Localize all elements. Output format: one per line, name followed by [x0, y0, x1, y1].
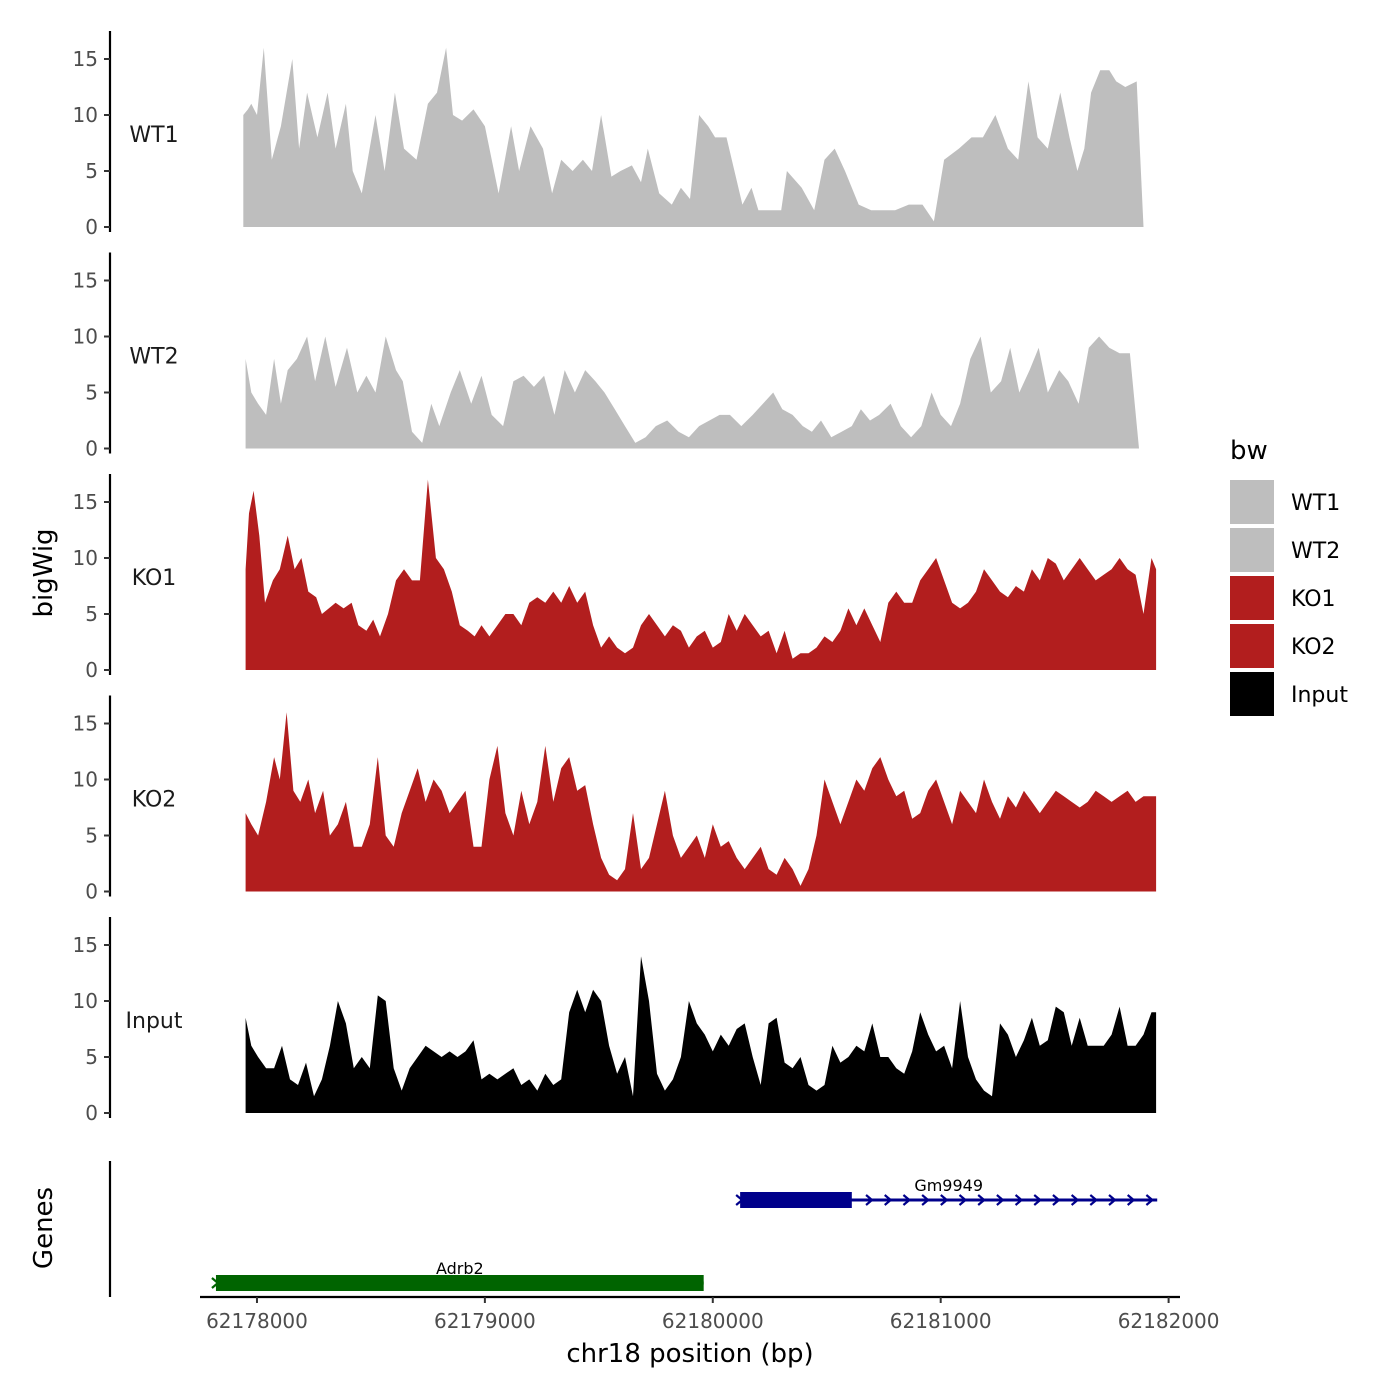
legend-swatch [1230, 624, 1274, 668]
y-tick-label: 0 [85, 215, 98, 239]
legend-label: KO2 [1291, 635, 1336, 660]
y-axis-title: bigWig [29, 528, 59, 617]
y-tick-label: 10 [73, 103, 98, 127]
area-wt1 [243, 47, 1158, 227]
legend-label: KO1 [1291, 587, 1336, 612]
legend-item-ko2: KO2 [1230, 624, 1336, 668]
legend-keys: WT1 WT2 KO1 KO2 Input [1230, 480, 1348, 716]
strand-arrow [977, 1194, 986, 1206]
track-label: KO2 [132, 788, 177, 813]
legend-item-wt2: WT2 [1230, 528, 1340, 572]
strand-arrow [1089, 1194, 1099, 1206]
track-label: WT1 [129, 123, 178, 148]
x-tick-label: 62180000 [662, 1309, 764, 1333]
gene-exon [215, 1275, 704, 1291]
y-tick-label: 5 [85, 1045, 98, 1069]
strand-arrow [1052, 1194, 1061, 1206]
legend-item-ko1: KO1 [1230, 576, 1336, 620]
legend-label: Input [1291, 683, 1348, 708]
y-tick-label: 5 [85, 159, 98, 183]
y-tick-label: 10 [73, 325, 98, 349]
track-ko2: 0 5 10 15 KO2 [73, 695, 1157, 904]
y-tick-label: 15 [73, 47, 98, 71]
strand-arrow [1145, 1194, 1155, 1206]
legend-swatch [1230, 480, 1274, 524]
genes-axis-title: Genes [29, 1187, 59, 1269]
y-tick-label: 15 [73, 933, 98, 957]
strand-arrow [921, 1194, 930, 1206]
track-label: Input [126, 1009, 183, 1034]
legend-item-wt1: WT1 [1230, 480, 1340, 524]
y-tick-label: 5 [85, 824, 98, 848]
strand-arrow [1108, 1194, 1117, 1206]
strand-arrow [1033, 1194, 1042, 1206]
area-input [245, 956, 1157, 1113]
x-tick-label: 62181000 [890, 1309, 992, 1333]
strand-arrow [1126, 1194, 1136, 1206]
x-tick-label: 62179000 [434, 1309, 536, 1333]
y-tick-label: 0 [85, 1101, 98, 1125]
strand-arrow [884, 1194, 893, 1206]
genes-panel: Adrb2 Gm9949 [108, 1161, 1158, 1297]
legend-swatch [1230, 576, 1274, 620]
gene-adrb2: Adrb2 [211, 1259, 704, 1291]
y-tick-label: 15 [73, 712, 98, 736]
legend-title: bw [1230, 436, 1268, 466]
gene-label: Gm9949 [914, 1176, 983, 1195]
x-tick-label: 62182000 [1118, 1309, 1220, 1333]
y-tick-label: 0 [85, 437, 98, 461]
track-ko1: 0 5 10 15 KO1 [73, 474, 1157, 682]
y-tick-label: 5 [85, 602, 98, 626]
legend-swatch [1230, 528, 1274, 572]
y-tick-label: 10 [73, 768, 98, 792]
legend-item-input: Input [1230, 672, 1348, 716]
y-tick-label: 10 [73, 546, 98, 570]
strand-arrow [958, 1194, 968, 1206]
gene-label: Adrb2 [436, 1259, 484, 1278]
track-wt1: 0 5 10 15 WT1 [73, 31, 1158, 239]
strand-arrow [940, 1194, 949, 1206]
x-tick-label: 62178000 [206, 1309, 308, 1333]
y-tick-label: 10 [73, 989, 98, 1013]
legend: bw WT1 WT2 KO1 KO2 Input [1230, 436, 1348, 716]
strand-arrow [1070, 1194, 1080, 1206]
y-tick-label: 0 [85, 658, 98, 682]
legend-label: WT1 [1291, 491, 1340, 516]
track-panels: 0 5 10 15 WT1 0 5 10 15 WT2 0 5 10 15 KO1 0 5 10 15 KO2 0 5 10… [73, 31, 1158, 1125]
x-axis: 62178000 62179000 62180000 62181000 62182000 [200, 1295, 1220, 1333]
y-tick-label: 0 [85, 880, 98, 904]
gene-exon [740, 1192, 852, 1208]
track-label: KO1 [132, 566, 177, 591]
y-tick-label: 5 [85, 381, 98, 405]
legend-swatch [1230, 672, 1274, 716]
strand-arrow [1014, 1194, 1024, 1206]
strand-arrow [865, 1194, 874, 1206]
y-tick-label: 15 [73, 269, 98, 293]
legend-label: WT2 [1291, 539, 1340, 564]
x-axis-title: chr18 position (bp) [566, 1339, 813, 1369]
track-input: 0 5 10 15 Input [73, 917, 1157, 1125]
gene-gm9949: Gm9949 [735, 1176, 1158, 1208]
area-ko1 [245, 479, 1157, 670]
y-tick-label: 15 [73, 490, 98, 514]
track-wt2: 0 5 10 15 WT2 [73, 252, 1155, 461]
strand-arrow [902, 1194, 912, 1206]
track-label: WT2 [129, 345, 178, 370]
area-wt2 [245, 336, 1155, 449]
area-ko2 [245, 712, 1157, 892]
strand-arrow [996, 1194, 1005, 1206]
